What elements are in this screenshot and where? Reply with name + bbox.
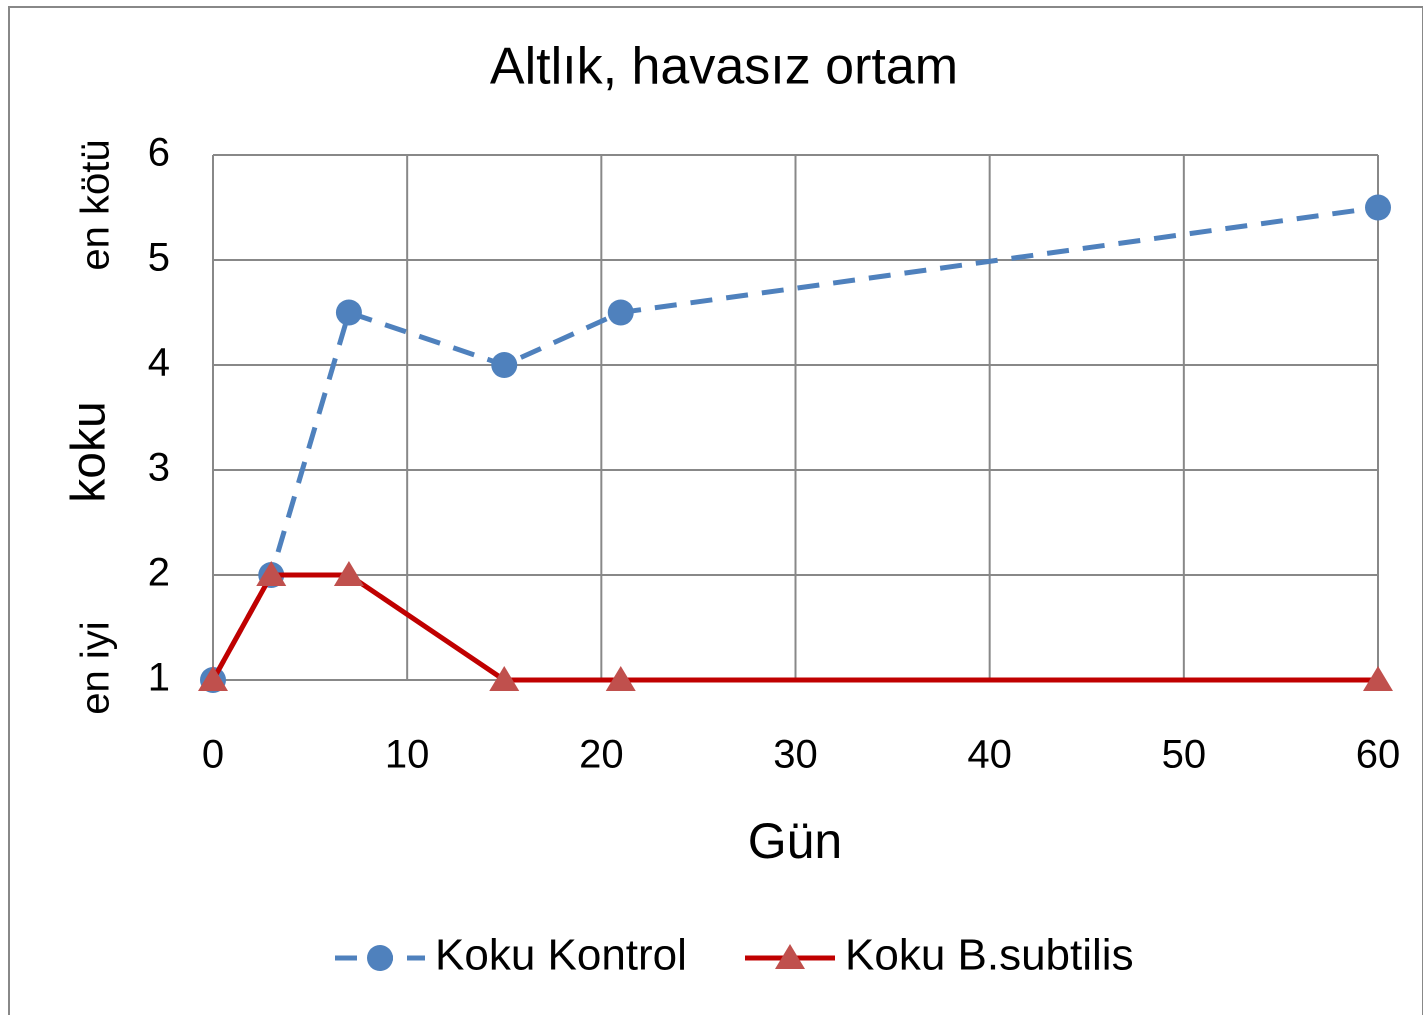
data-point (1363, 666, 1393, 691)
data-point (198, 666, 228, 691)
data-point (607, 299, 634, 326)
legend-marker (775, 944, 805, 969)
data-point (333, 561, 364, 586)
y-tick-label: 3 (148, 446, 170, 490)
y-tick-label: 6 (148, 131, 170, 175)
x-tick-label: 0 (202, 733, 224, 777)
legend-label: Koku Kontrol (435, 931, 687, 980)
y-tick-label: 4 (148, 341, 170, 385)
annotation: en iyi (74, 621, 118, 714)
chart-border (8, 6, 1423, 1015)
series-line (210, 205, 1379, 682)
x-tick-label: 40 (967, 733, 1012, 777)
y-tick-label: 2 (148, 551, 170, 595)
x-axis-label: Gün (748, 813, 843, 869)
legend-marker (367, 945, 393, 971)
data-point (491, 352, 518, 378)
data-point (1365, 194, 1391, 221)
annotation: en kötü (74, 139, 118, 270)
data-point (489, 666, 520, 691)
y-tick-label: 5 (148, 236, 170, 280)
legend-label: Koku B.subtilis (845, 931, 1134, 980)
data-point (605, 666, 636, 691)
x-tick-label: 60 (1356, 733, 1401, 777)
x-tick-label: 20 (579, 733, 624, 777)
y-axis-label: koku (63, 401, 116, 502)
chart-title: Altlık, havasız ortam (490, 38, 958, 96)
data-point (335, 299, 362, 326)
y-tick-label: 1 (148, 656, 170, 700)
x-tick-label: 50 (1162, 733, 1207, 777)
x-tick-label: 10 (385, 733, 430, 777)
series-line (210, 572, 1378, 683)
data-point (256, 561, 287, 586)
x-tick-label: 30 (773, 733, 818, 777)
